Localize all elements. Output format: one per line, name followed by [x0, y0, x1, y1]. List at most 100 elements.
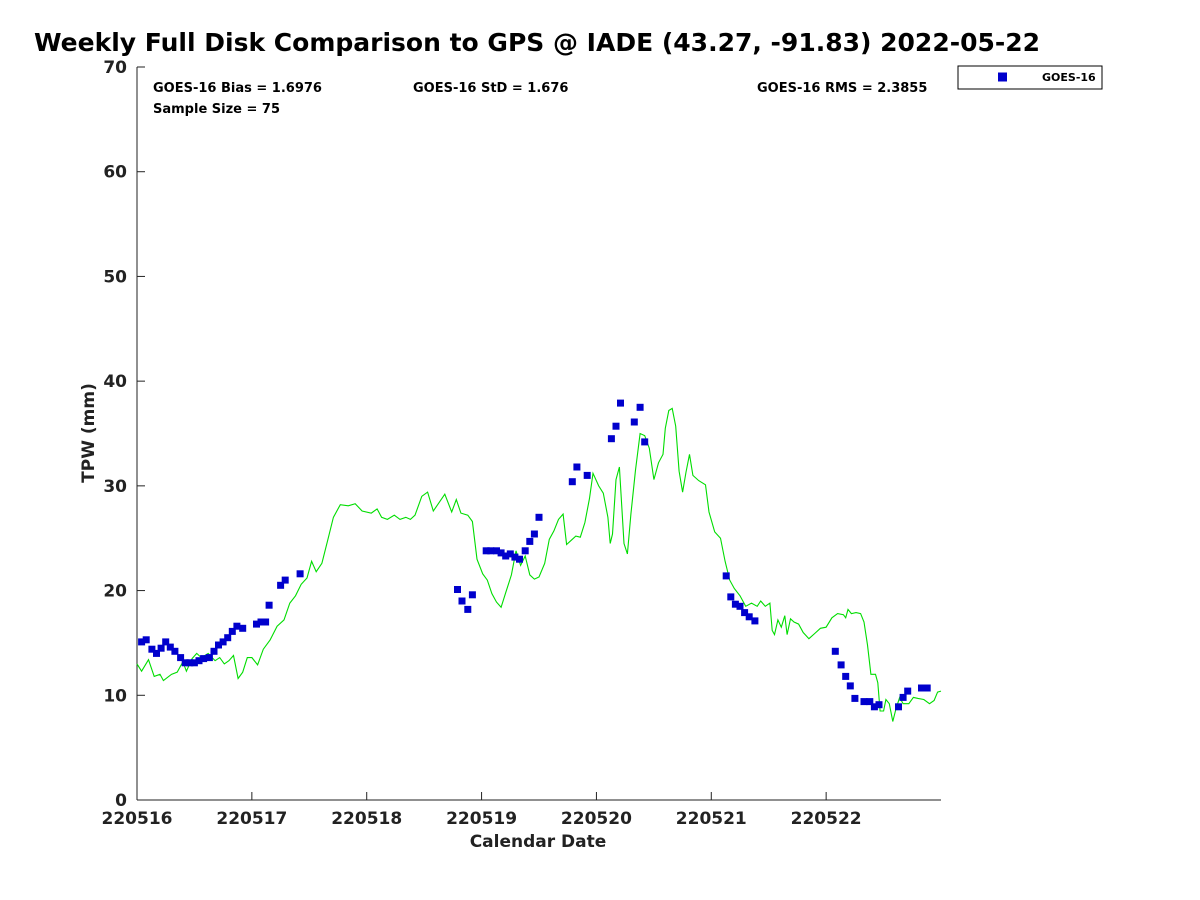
goes16-point: [239, 624, 247, 632]
goes16-point: [630, 418, 638, 426]
goes16-point: [617, 399, 624, 407]
goes16-point: [487, 547, 495, 555]
std-stat: GOES-16 StD = 1.676: [413, 81, 568, 96]
rms-stat: GOES-16 RMS = 2.3855: [757, 81, 927, 96]
goes16-point: [851, 694, 859, 702]
goes16-point: [612, 422, 620, 430]
goes16-point: [521, 547, 529, 555]
goes16-point: [535, 513, 543, 521]
goes16-point: [148, 645, 156, 653]
line-layer: [136, 407, 942, 722]
y-tick-label: 0: [115, 791, 127, 811]
goes16-point: [831, 647, 839, 655]
series-line: [136, 407, 942, 722]
goes16-point: [162, 638, 170, 646]
x-tick-label: 220518: [331, 809, 402, 829]
goes16-point: [493, 547, 500, 555]
x-tick-label: 220519: [446, 809, 517, 829]
goes16-point: [138, 638, 146, 646]
goes16-point: [458, 597, 466, 605]
goes16-point: [186, 659, 194, 667]
x-tick-label: 220516: [102, 809, 173, 829]
goes16-point: [727, 593, 735, 601]
goes16-point: [837, 661, 845, 669]
goes16-point: [153, 649, 160, 657]
goes16-point: [157, 644, 165, 652]
goes16-point: [166, 643, 174, 651]
goes16-point: [516, 555, 523, 563]
y-tick-label: 30: [103, 477, 127, 497]
legend-marker: [998, 72, 1007, 82]
goes16-point: [190, 659, 198, 667]
goes16-point: [228, 627, 236, 635]
goes16-point: [277, 581, 285, 589]
goes16-point: [506, 550, 514, 558]
goes16-point: [526, 537, 534, 545]
y-tick-label: 60: [103, 163, 127, 183]
goes16-point: [142, 636, 150, 644]
legend-label: GOES-16: [1042, 71, 1096, 84]
x-axis-label: Calendar Date: [470, 832, 607, 852]
goes16-point: [846, 682, 854, 690]
goes16-point: [205, 654, 213, 662]
x-tick-label: 220517: [216, 809, 287, 829]
goes16-point: [257, 618, 265, 626]
goes16-point: [530, 530, 538, 538]
goes16-point: [219, 638, 227, 646]
x-tick-label: 220522: [791, 809, 862, 829]
goes16-point: [607, 435, 615, 443]
goes16-point: [736, 602, 744, 610]
goes16-point: [262, 618, 270, 626]
goes16-point: [215, 641, 222, 649]
axes-layer: 0 10 20 30 40 50 60 70 220516 220517 220518 220519 2…: [102, 58, 941, 829]
goes16-point: [899, 693, 907, 701]
stats-panel: GOES-16 Bias = 1.6976 GOES-16 StD = 1.67…: [153, 81, 927, 117]
goes16-point: [918, 684, 925, 692]
goes16-point: [502, 552, 510, 560]
goes16-point: [296, 570, 304, 578]
goes16-point: [573, 463, 581, 471]
goes16-point: [233, 622, 241, 630]
goes16-point: [731, 600, 739, 608]
y-axis-label: TPW (mm): [79, 383, 99, 483]
y-tick-label: 20: [103, 582, 127, 602]
goes16-point: [842, 672, 850, 680]
goes16-point: [210, 647, 218, 655]
goes16-point: [195, 657, 203, 665]
y-tick-label: 40: [103, 372, 127, 392]
goes16-point: [870, 703, 878, 711]
goes16-point: [568, 478, 576, 486]
goes16-point: [281, 576, 289, 584]
goes16-point: [636, 403, 644, 411]
goes16-point: [468, 591, 476, 599]
goes16-point: [224, 634, 232, 642]
bias-stat: GOES-16 Bias = 1.6976: [153, 81, 322, 96]
goes16-point: [177, 654, 185, 662]
sample-size-stat: Sample Size = 75: [153, 102, 280, 117]
legend-box: [957, 65, 1103, 90]
chart-title: Weekly Full Disk Comparison to GPS @ IAD…: [34, 28, 1041, 57]
y-tick-label: 70: [103, 58, 127, 78]
goes16-point: [875, 701, 883, 709]
y-tick-label: 50: [103, 267, 127, 287]
y-tick-label: 10: [103, 686, 127, 706]
goes16-point: [497, 549, 505, 557]
goes16-point: [895, 703, 902, 711]
goes16-point: [751, 617, 759, 625]
goes16-point: [464, 605, 472, 613]
goes16-point: [904, 687, 912, 695]
goes16-point: [741, 609, 749, 617]
goes16-point: [722, 572, 730, 580]
goes16-point: [641, 438, 649, 446]
goes16-point: [866, 698, 874, 706]
goes16-point: [200, 655, 208, 663]
goes16-point: [482, 547, 490, 555]
x-tick-label: 220520: [561, 809, 632, 829]
goes16-point: [181, 659, 189, 667]
goes16-point: [511, 553, 519, 561]
goes16-point: [265, 601, 273, 609]
goes16-point: [745, 613, 753, 621]
goes16-point: [583, 471, 591, 479]
goes16-point: [923, 684, 931, 692]
